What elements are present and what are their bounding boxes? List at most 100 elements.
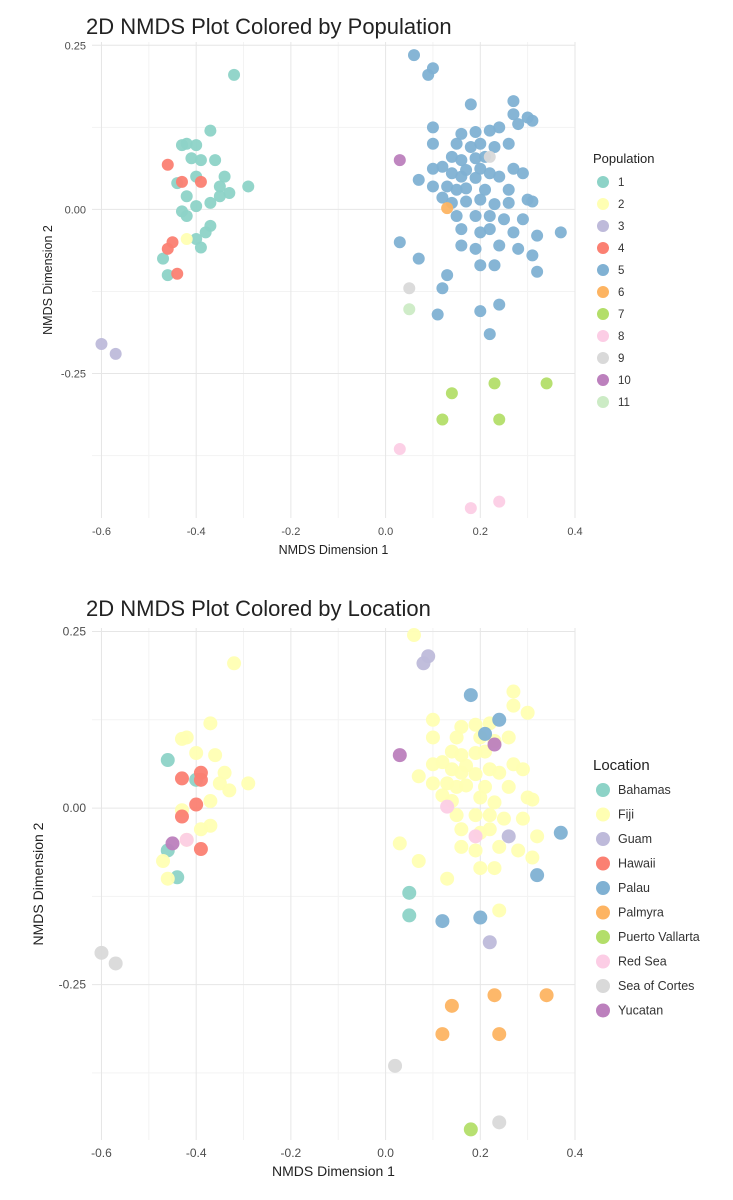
data-point[interactable] [174,809,189,824]
data-point[interactable] [482,822,497,837]
data-point[interactable] [454,822,469,837]
data-point[interactable] [449,808,464,823]
data-point[interactable] [530,829,545,844]
data-point[interactable] [516,213,529,226]
data-point[interactable] [175,175,188,188]
data-point[interactable] [478,779,493,794]
data-point[interactable] [520,705,535,720]
data-point[interactable] [501,829,516,844]
data-point[interactable] [454,748,469,763]
data-point[interactable] [487,988,502,1003]
data-point[interactable] [204,196,217,209]
data-point[interactable] [199,226,212,239]
data-point[interactable] [174,771,189,786]
data-point[interactable] [445,387,458,400]
data-point[interactable] [392,748,407,763]
data-point[interactable] [171,267,184,280]
data-point[interactable] [213,180,226,193]
data-point[interactable] [482,935,497,950]
data-point[interactable] [474,305,487,318]
data-point[interactable] [204,124,217,137]
data-point[interactable] [193,822,208,837]
data-point[interactable] [193,842,208,857]
data-point[interactable] [488,259,501,272]
data-point[interactable] [449,730,464,745]
data-point[interactable] [455,239,468,252]
data-point[interactable] [402,885,417,900]
data-point[interactable] [242,180,255,193]
data-point[interactable] [502,137,515,150]
data-point[interactable] [393,236,406,249]
data-point[interactable] [425,730,440,745]
data-point[interactable] [464,141,477,154]
data-point[interactable] [468,843,483,858]
data-point[interactable] [416,656,431,671]
data-point[interactable] [468,745,483,760]
data-point[interactable] [425,757,440,772]
data-point[interactable] [525,850,540,865]
data-point[interactable] [507,162,520,175]
data-point[interactable] [487,861,502,876]
data-point[interactable] [474,193,487,206]
data-point[interactable] [157,252,170,265]
data-point[interactable] [483,223,496,236]
data-point[interactable] [435,1027,450,1042]
data-point[interactable] [492,903,507,918]
data-point[interactable] [492,1027,507,1042]
data-point[interactable] [531,265,544,278]
data-point[interactable] [185,152,198,165]
data-point[interactable] [507,226,520,239]
data-point[interactable] [425,776,440,791]
data-point[interactable] [190,200,203,213]
data-point[interactable] [156,854,171,869]
data-point[interactable] [469,242,482,255]
data-point[interactable] [109,347,122,360]
data-point[interactable] [553,825,568,840]
data-point[interactable] [474,259,487,272]
data-point[interactable] [208,748,223,763]
data-point[interactable] [179,832,194,847]
data-point[interactable] [218,170,231,183]
data-point[interactable] [501,730,516,745]
data-point[interactable] [445,167,458,180]
data-point[interactable] [407,628,421,643]
data-point[interactable] [512,118,525,131]
data-point[interactable] [412,252,425,265]
data-point[interactable] [403,303,416,316]
data-point[interactable] [493,413,506,426]
data-point[interactable] [393,154,406,167]
data-point[interactable] [488,377,501,390]
data-point[interactable] [426,137,439,150]
data-point[interactable] [402,908,417,923]
data-point[interactable] [492,1115,507,1130]
data-point[interactable] [493,298,506,311]
data-point[interactable] [454,719,469,734]
data-point[interactable] [506,698,521,713]
data-point[interactable] [203,716,218,731]
data-point[interactable] [502,183,515,196]
data-point[interactable] [530,868,545,883]
data-point[interactable] [222,783,237,798]
data-point[interactable] [483,124,496,137]
data-point[interactable] [501,779,516,794]
data-point[interactable] [450,137,463,150]
data-point[interactable] [474,226,487,239]
data-point[interactable] [554,226,567,239]
data-point[interactable] [165,836,180,851]
data-point[interactable] [483,209,496,222]
data-point[interactable] [441,180,454,193]
data-point[interactable] [488,198,501,211]
data-point[interactable] [463,1122,478,1137]
data-point[interactable] [483,328,496,341]
data-point[interactable] [426,162,439,175]
data-point[interactable] [497,213,510,226]
data-point[interactable] [493,121,506,134]
data-point[interactable] [161,269,174,282]
data-point[interactable] [454,765,469,780]
data-point[interactable] [180,232,193,245]
data-point[interactable] [474,162,487,175]
data-point[interactable] [493,495,506,508]
data-point[interactable] [160,753,175,768]
data-point[interactable] [455,223,468,236]
data-point[interactable] [175,139,188,152]
